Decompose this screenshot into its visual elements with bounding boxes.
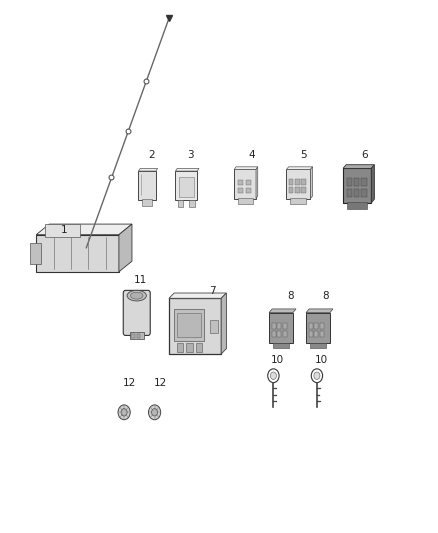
Bar	[306, 313, 330, 343]
Circle shape	[270, 372, 276, 379]
Polygon shape	[176, 171, 197, 200]
Bar	[309, 322, 313, 328]
Bar	[320, 322, 324, 328]
Bar	[354, 189, 359, 197]
Bar	[272, 331, 276, 337]
Bar	[283, 322, 287, 328]
Text: 6: 6	[361, 150, 368, 160]
Polygon shape	[119, 224, 132, 272]
Bar	[311, 343, 325, 348]
Bar	[301, 188, 306, 193]
Polygon shape	[221, 293, 226, 354]
Text: 5: 5	[300, 150, 307, 160]
Text: 7: 7	[209, 286, 216, 296]
Circle shape	[118, 405, 130, 419]
Polygon shape	[176, 168, 199, 171]
Polygon shape	[36, 224, 132, 235]
Bar	[314, 331, 318, 337]
Bar	[142, 199, 152, 206]
Bar	[196, 343, 202, 352]
Bar	[346, 179, 352, 186]
Bar	[301, 179, 306, 185]
Bar	[177, 343, 184, 352]
Bar	[238, 188, 243, 193]
Bar	[309, 331, 313, 337]
Bar	[269, 313, 293, 343]
Circle shape	[152, 409, 158, 416]
Text: 1: 1	[61, 225, 68, 235]
Text: 8: 8	[322, 291, 329, 301]
Bar	[283, 331, 287, 337]
Polygon shape	[36, 235, 119, 272]
Polygon shape	[306, 309, 333, 313]
Ellipse shape	[127, 290, 146, 301]
Bar	[174, 309, 204, 341]
Polygon shape	[286, 167, 313, 169]
Bar	[179, 177, 194, 197]
Bar	[246, 180, 251, 185]
Ellipse shape	[131, 292, 143, 299]
Text: 12: 12	[154, 378, 167, 389]
Bar	[295, 188, 300, 193]
Bar	[277, 331, 281, 337]
Bar	[186, 343, 193, 352]
Bar	[130, 332, 144, 339]
FancyBboxPatch shape	[123, 290, 150, 335]
Bar	[314, 322, 318, 328]
Bar	[289, 179, 293, 185]
Polygon shape	[138, 168, 158, 171]
Text: 3: 3	[187, 150, 194, 160]
Polygon shape	[311, 167, 313, 199]
Polygon shape	[234, 167, 258, 169]
Polygon shape	[256, 167, 258, 199]
Bar	[290, 198, 307, 204]
Bar	[295, 179, 300, 185]
Bar	[238, 180, 243, 185]
Polygon shape	[269, 309, 296, 313]
Bar	[238, 198, 253, 204]
Bar	[361, 189, 367, 197]
Polygon shape	[343, 165, 374, 168]
Polygon shape	[169, 293, 226, 298]
Bar	[210, 319, 218, 333]
Polygon shape	[138, 171, 156, 200]
Bar	[273, 343, 289, 348]
Bar	[277, 322, 281, 328]
Text: 12: 12	[123, 378, 136, 389]
Text: 11: 11	[134, 275, 147, 285]
Bar	[361, 179, 367, 186]
Bar	[272, 322, 276, 328]
Circle shape	[148, 405, 161, 419]
Polygon shape	[286, 169, 311, 199]
Bar	[177, 313, 201, 337]
Bar	[131, 334, 134, 338]
Text: 10: 10	[271, 354, 284, 365]
Bar	[354, 179, 359, 186]
Text: 4: 4	[248, 150, 255, 160]
Bar	[45, 224, 80, 237]
Circle shape	[314, 372, 320, 379]
Bar	[347, 203, 367, 209]
Circle shape	[121, 409, 127, 416]
Polygon shape	[371, 165, 374, 203]
Polygon shape	[343, 168, 371, 203]
Bar	[137, 334, 140, 338]
Bar	[246, 188, 251, 193]
Bar	[189, 200, 194, 207]
Text: 2: 2	[148, 150, 155, 160]
Text: 10: 10	[315, 354, 328, 365]
Bar	[169, 298, 221, 354]
Bar	[320, 331, 324, 337]
Text: 8: 8	[287, 291, 294, 301]
Polygon shape	[234, 169, 256, 199]
Bar	[178, 200, 184, 207]
Bar	[346, 189, 352, 197]
Bar	[289, 188, 293, 193]
Bar	[30, 243, 41, 264]
